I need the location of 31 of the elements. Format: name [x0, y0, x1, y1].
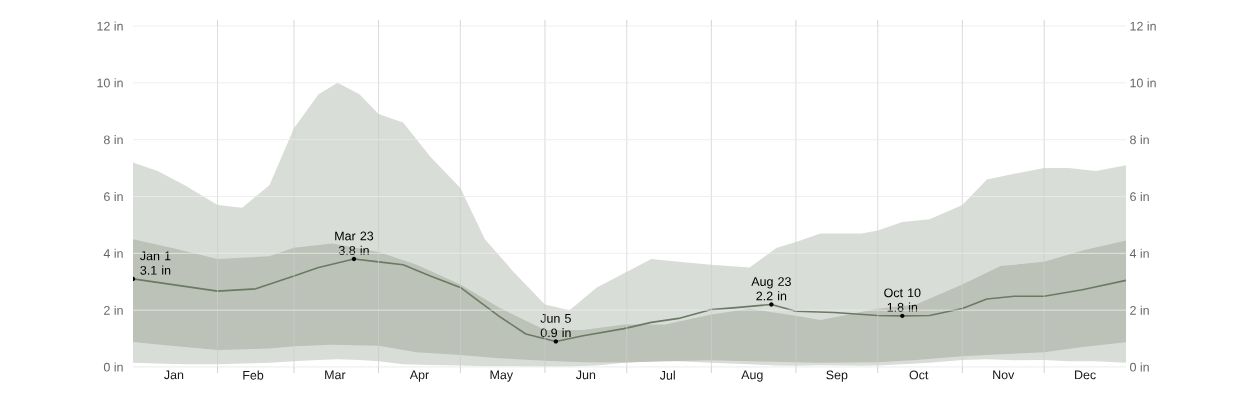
y-tick-label: 10 in: [97, 78, 123, 88]
annotation: Aug 23 2.2 in: [751, 277, 791, 301]
x-tick-label: May: [490, 370, 514, 382]
y-tick-label: 6 in: [104, 191, 123, 202]
x-tick-label: Dec: [1075, 370, 1096, 380]
x-tick-label: Feb: [243, 370, 264, 380]
y2-tick-label: 8 in: [1130, 135, 1149, 145]
y2-tick-label: 6 in: [1130, 191, 1149, 202]
x-tick-label: Apr: [409, 370, 429, 382]
x-tick-label: Nov: [993, 370, 1015, 380]
y2-tick-label: 10 in: [1130, 78, 1156, 88]
annotation: Jan 1 3.1 in: [140, 251, 171, 275]
y2-tick-label: 4 in: [1129, 248, 1149, 258]
y2-tick-label: 12 in: [1130, 21, 1156, 31]
y-tick-label: 4 in: [103, 248, 123, 258]
x-tick-label: Jan: [164, 370, 184, 380]
y2-tick-label: 2 in: [1130, 305, 1149, 315]
y-tick-label: 12 in: [97, 21, 123, 31]
x-tick-label: Sep: [826, 370, 848, 382]
y-tick-label: 0 in: [103, 362, 123, 372]
y-tick-label: 8 in: [103, 135, 123, 145]
annotation: Jun 5 0.9 in: [540, 314, 571, 338]
y-tick-label: 2 in: [104, 305, 123, 315]
x-tick-label: Aug: [741, 370, 763, 382]
annotation: Oct 10 1.8 in: [884, 288, 921, 312]
x-tick-label: Oct: [909, 370, 929, 380]
annotation: Mar 23 3.8 in: [335, 231, 374, 255]
x-tick-label: Jul: [659, 370, 675, 380]
y2-tick-label: 0 in: [1130, 362, 1149, 372]
x-tick-label: Jun: [576, 370, 596, 380]
x-tick-label: Mar: [325, 370, 346, 380]
